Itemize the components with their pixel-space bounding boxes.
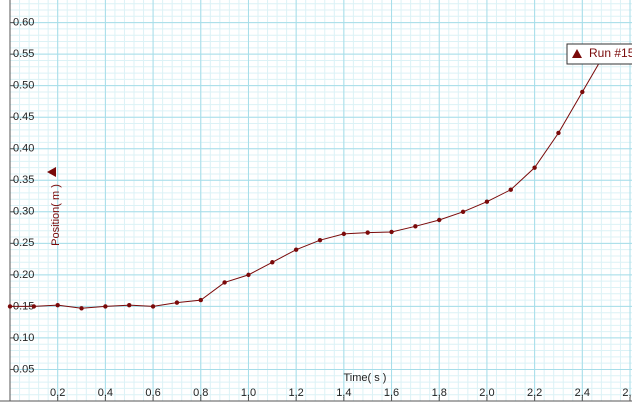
grid bbox=[9, 0, 632, 402]
x-tick-label: 0,8 bbox=[193, 387, 208, 399]
data-point bbox=[532, 165, 537, 170]
data-point bbox=[174, 300, 180, 305]
y-tick-label: 0.25 bbox=[13, 237, 34, 249]
y-tick-label: 0.20 bbox=[13, 269, 34, 281]
data-point bbox=[460, 209, 466, 215]
data-point bbox=[103, 304, 108, 309]
legend-marker bbox=[572, 49, 582, 58]
data-point bbox=[7, 304, 13, 309]
data-point bbox=[55, 302, 60, 308]
data-point bbox=[31, 304, 37, 309]
x-tick-label: 1,4 bbox=[336, 387, 351, 399]
legend: Run #15 bbox=[566, 43, 632, 65]
x-tick-label: 2,0 bbox=[479, 387, 494, 399]
data-point bbox=[150, 304, 156, 309]
x-axis-label: Time( s ) bbox=[344, 372, 387, 384]
data-point bbox=[484, 199, 490, 204]
x-tick-label: 2,2 bbox=[527, 387, 542, 399]
y-tick-label: 0.50 bbox=[13, 80, 34, 92]
data-point bbox=[79, 306, 84, 311]
series-indicator bbox=[47, 167, 56, 177]
data-point bbox=[293, 247, 299, 252]
plot-area: 0.050.100.150.200.250.300.350.400.450.50… bbox=[7, 17, 632, 401]
data-point bbox=[556, 130, 561, 136]
series-line bbox=[10, 50, 607, 309]
y-tick-label: 0.10 bbox=[13, 332, 34, 344]
x-tick-label: 2,4 bbox=[575, 387, 590, 399]
x-tick-label: 1,0 bbox=[241, 387, 256, 399]
y-tick-label: 0.35 bbox=[13, 174, 34, 186]
data-point bbox=[580, 89, 585, 95]
y-tick-label: 0.55 bbox=[13, 48, 34, 60]
data-point bbox=[508, 187, 513, 192]
data-point bbox=[222, 280, 227, 285]
data-point bbox=[246, 272, 251, 278]
legend-box bbox=[566, 43, 632, 65]
y-tick-label: 0.45 bbox=[13, 111, 34, 123]
x-tick-label: 0,2 bbox=[50, 387, 65, 399]
x-tick-label: 1,8 bbox=[432, 387, 447, 399]
x-tick-label: 1,6 bbox=[384, 387, 399, 399]
data-point bbox=[389, 229, 394, 235]
y-tick-label: 0.60 bbox=[13, 17, 34, 29]
y-tick-label: 0.05 bbox=[13, 363, 34, 375]
data-point bbox=[317, 237, 323, 243]
data-point bbox=[270, 260, 275, 265]
data-point bbox=[413, 224, 418, 229]
data-point bbox=[198, 297, 203, 303]
x-tick-label: 2,6 bbox=[622, 387, 632, 399]
y-axis-label: Position( m ) bbox=[50, 184, 62, 246]
data-point bbox=[437, 217, 442, 223]
data-point bbox=[127, 302, 132, 308]
x-tick-label: 0,4 bbox=[98, 387, 113, 399]
x-tick-label: 1,2 bbox=[289, 387, 304, 399]
legend-label: Run #15 bbox=[589, 46, 632, 60]
y-tick-label: 0.30 bbox=[13, 206, 34, 218]
data-point bbox=[341, 231, 347, 237]
x-tick-label: 0,6 bbox=[145, 387, 160, 399]
data-point bbox=[365, 230, 370, 235]
y-tick-label: 0.40 bbox=[13, 143, 34, 155]
